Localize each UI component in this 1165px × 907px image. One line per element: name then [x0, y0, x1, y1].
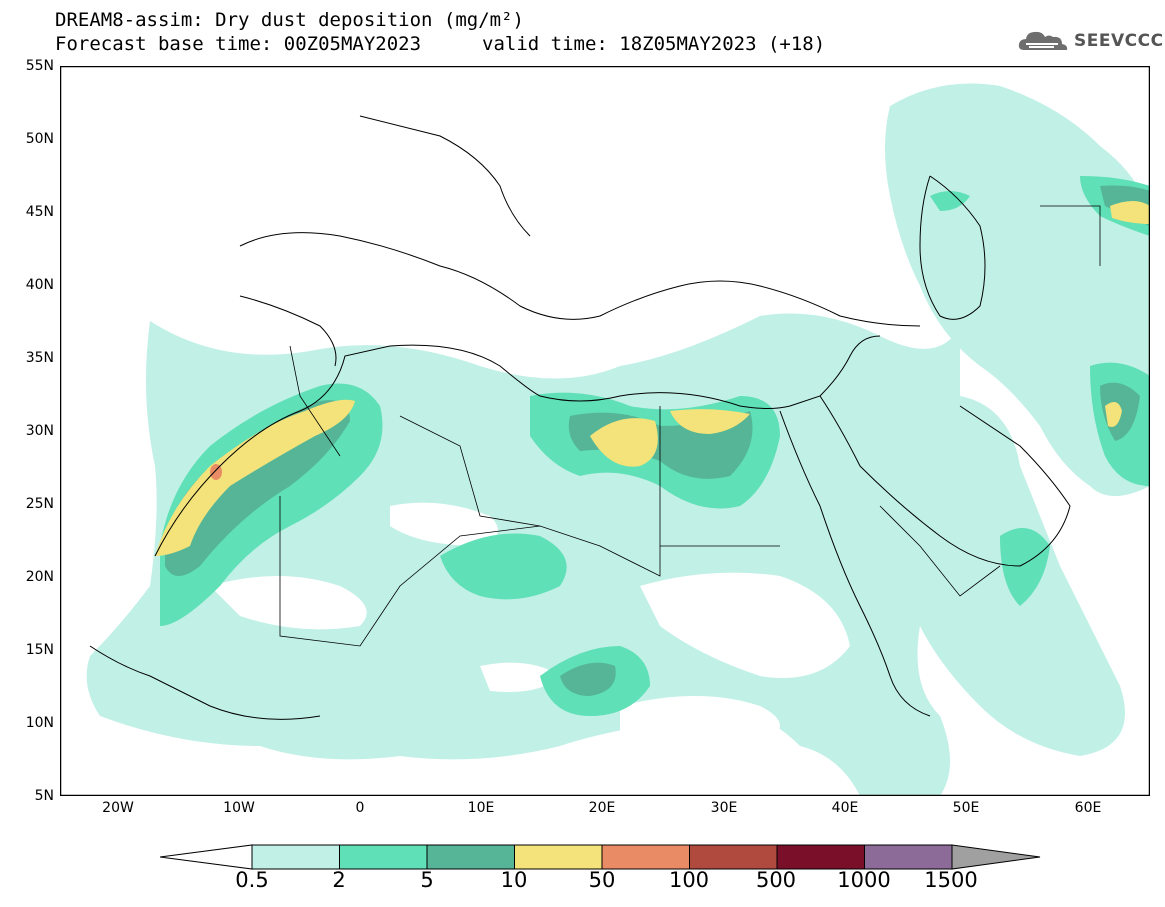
colorbar-cell [514, 844, 603, 870]
lat-label: 5N [34, 788, 54, 804]
lat-label: 25N [25, 496, 54, 512]
colorbar-cell [251, 844, 340, 870]
lon-label: 10W [223, 800, 255, 816]
lon-label: 50E [952, 800, 980, 816]
lat-label: 55N [25, 58, 54, 74]
colorbar-cell [689, 844, 778, 870]
lon-label: 30E [710, 800, 738, 816]
colorbar-label: 1500 [924, 868, 978, 892]
dust-deposition-map [60, 66, 1150, 796]
lon-label: 10E [467, 800, 495, 816]
lon-label: 20E [588, 800, 616, 816]
lat-label: 30N [25, 423, 54, 439]
colorbar-cell [339, 844, 428, 870]
lat-label: 15N [25, 642, 54, 658]
lon-label: 20W [102, 800, 134, 816]
lat-label: 10N [25, 715, 54, 731]
colorbar-high-arrow [951, 844, 1041, 870]
country-borders [279, 205, 1101, 647]
title-line-1: DREAM8-assim: Dry dust deposition (mg/m²… [55, 9, 524, 31]
lon-label: 60E [1074, 800, 1102, 816]
colorbar-label: 2 [332, 868, 346, 892]
lat-label: 35N [25, 350, 54, 366]
colorbar-cell [776, 844, 865, 870]
colorbar [160, 844, 1041, 870]
lat-label: 45N [25, 204, 54, 220]
coastlines [89, 115, 1071, 720]
lat-label: 40N [25, 277, 54, 293]
colorbar-label: 10 [500, 868, 528, 892]
lat-label: 50N [25, 131, 54, 147]
colorbar-cell [864, 844, 953, 870]
valid-time: valid time: 18Z05MAY2023 (+18) [482, 33, 826, 55]
lat-label: 20N [25, 569, 54, 585]
colorbar-label: 5 [420, 868, 434, 892]
colorbar-label: 500 [755, 868, 797, 892]
deposition-field [86, 83, 1150, 796]
colorbar-low-arrow [160, 844, 253, 870]
cloud-logo-icon [1018, 31, 1068, 50]
colorbar-cell [601, 844, 690, 870]
colorbar-cell [426, 844, 515, 870]
colorbar-label: 1000 [837, 868, 891, 892]
colorbar-label: 0.5 [235, 868, 269, 892]
colorbar-label: 50 [588, 868, 616, 892]
seevccc-logo: SEEVCCC [1018, 28, 1164, 54]
colorbar-label: 100 [668, 868, 710, 892]
forecast-base-time: Forecast base time: 00Z05MAY2023 [55, 33, 422, 55]
logo-text: SEEVCCC [1074, 31, 1164, 51]
lon-label: 40E [831, 800, 859, 816]
colorbar-cells [251, 844, 953, 870]
lon-label: 0 [355, 800, 365, 816]
